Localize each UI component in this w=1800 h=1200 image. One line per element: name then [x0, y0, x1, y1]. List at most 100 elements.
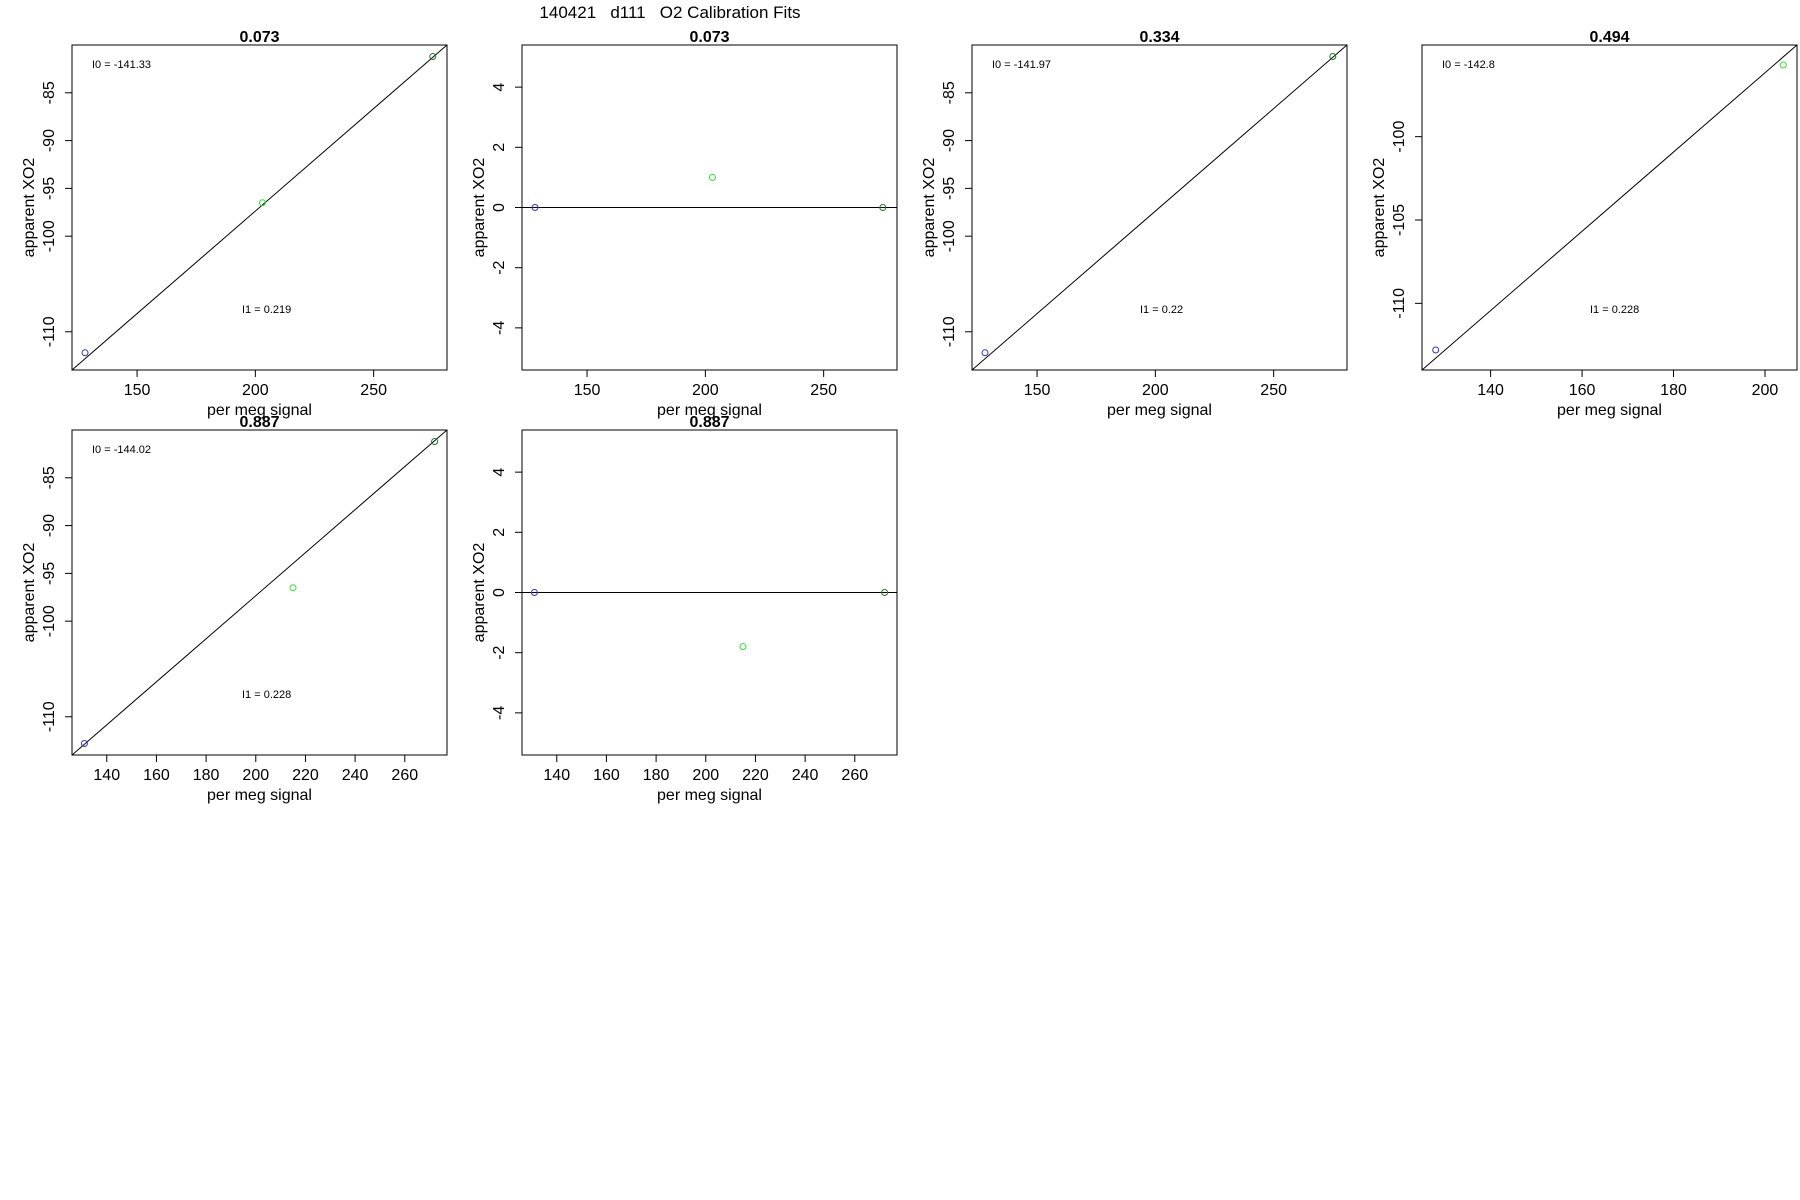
- fit-line: [1422, 45, 1797, 370]
- y-tick-label: 0: [491, 588, 508, 597]
- y-tick-label: 2: [491, 528, 508, 537]
- plot-frame: [971, 44, 1348, 371]
- data-point: [431, 437, 439, 445]
- y-tick-label: -90: [41, 514, 58, 537]
- fit-annotation: I0 = -141.33: [92, 59, 151, 71]
- y-tick-label: -95: [41, 562, 58, 585]
- y-tick-label: -105: [1391, 204, 1408, 236]
- plot-frame: [1421, 44, 1798, 371]
- y-tick-label: -90: [41, 129, 58, 152]
- x-tick-label: 220: [292, 767, 319, 784]
- x-tick-label: 160: [593, 767, 620, 784]
- fit-annotation: I0 = -144.02: [92, 444, 151, 456]
- y-tick-label: 4: [491, 468, 508, 477]
- fit-annotation: I1 = 0.22: [1140, 304, 1183, 316]
- y-tick-label: -85: [41, 81, 58, 104]
- x-tick-label: 200: [692, 382, 719, 399]
- chart-panel-1: 0.073 150 200 250 per meg signal -85 -90 -95 -10…: [21, 29, 448, 419]
- x-tick-label: 240: [342, 767, 369, 784]
- chart-panel-2: 0.073 150 200 250 per meg signal 4 2 0 -2 -4 appar…: [471, 29, 898, 419]
- y-tick-label: -100: [41, 605, 58, 637]
- y-tick-label: -2: [491, 645, 508, 659]
- fit-annotation: I1 = 0.228: [242, 689, 291, 701]
- x-tick-label: 260: [841, 767, 868, 784]
- x-axis-label: per meg signal: [1107, 402, 1212, 419]
- data-point: [881, 589, 889, 596]
- chart-title: 0.887: [689, 414, 729, 431]
- y-axis-label: apparent XO2: [21, 158, 38, 258]
- data-point: [739, 643, 747, 651]
- y-tick-label: -110: [41, 316, 58, 347]
- x-tick-label: 150: [574, 382, 601, 399]
- data-point: [1432, 346, 1440, 354]
- y-axis-label: apparent XO2: [921, 158, 938, 258]
- figure-title: 140421 d111 O2 Calibration Fits: [539, 3, 800, 22]
- x-tick-label: 180: [1660, 382, 1687, 399]
- y-tick-label: -100: [1391, 121, 1408, 153]
- x-tick-label: 200: [692, 767, 719, 784]
- plot-frame: [71, 44, 448, 371]
- x-tick-label: 240: [792, 767, 819, 784]
- x-tick-label: 160: [1569, 382, 1596, 399]
- chart-panel-5: 0.887 140 160 180 200 220 240 260 per meg signal…: [21, 414, 448, 804]
- y-tick-label: -4: [491, 706, 508, 720]
- y-tick-label: -85: [41, 466, 58, 489]
- chart-title: 0.334: [1139, 29, 1179, 46]
- x-tick-label: 150: [124, 382, 151, 399]
- x-tick-label: 250: [360, 382, 387, 399]
- fit-annotation: I0 = -142.8: [1442, 59, 1495, 71]
- data-point: [530, 589, 538, 596]
- data-point: [879, 204, 887, 211]
- y-tick-label: -100: [941, 220, 958, 252]
- y-tick-label: -95: [941, 177, 958, 200]
- fit-line: [972, 45, 1347, 370]
- chart-panel-3: 0.334 150 200 250 per meg signal -85 -90 -95 -10…: [921, 29, 1348, 419]
- fit-annotation: I1 = 0.228: [1590, 304, 1639, 316]
- plot-frame: [71, 429, 448, 756]
- x-tick-label: 220: [742, 767, 769, 784]
- y-tick-label: 2: [491, 143, 508, 152]
- x-tick-label: 140: [543, 767, 570, 784]
- y-tick-label: 4: [491, 83, 508, 92]
- y-tick-label: -4: [491, 321, 508, 335]
- data-point: [708, 173, 716, 181]
- x-tick-label: 140: [93, 767, 120, 784]
- x-tick-label: 150: [1024, 382, 1051, 399]
- y-tick-label: 0: [491, 203, 508, 212]
- data-point: [289, 584, 297, 592]
- fit-annotation: I0 = -141.97: [992, 59, 1051, 71]
- fit-annotation: I1 = 0.219: [242, 304, 291, 316]
- data-point: [531, 204, 539, 211]
- data-point: [429, 52, 437, 60]
- y-axis-label: apparent XO2: [471, 543, 488, 643]
- x-tick-label: 140: [1477, 382, 1504, 399]
- data-point: [981, 349, 989, 357]
- data-point: [1779, 61, 1787, 69]
- data-point: [258, 199, 266, 207]
- y-tick-label: -85: [941, 81, 958, 104]
- x-axis-label: per meg signal: [207, 402, 312, 419]
- fit-line: [72, 45, 447, 370]
- y-tick-label: -110: [41, 701, 58, 732]
- y-tick-label: -100: [41, 220, 58, 252]
- chart-panel-4: 0.494 140 160 180 200 per meg signal -100 -105 -…: [1371, 29, 1798, 419]
- x-tick-label: 200: [242, 767, 269, 784]
- fit-line: [72, 430, 447, 755]
- x-axis-label: per meg signal: [657, 787, 762, 804]
- x-tick-label: 260: [391, 767, 418, 784]
- y-tick-label: -95: [41, 177, 58, 200]
- data-point: [80, 740, 88, 748]
- x-axis-label: per meg signal: [657, 402, 762, 419]
- y-tick-label: -110: [1391, 288, 1408, 319]
- x-axis-label: per meg signal: [1557, 402, 1662, 419]
- y-axis-label: apparent XO2: [471, 158, 488, 258]
- y-tick-label: -2: [491, 260, 508, 274]
- x-tick-label: 180: [643, 767, 670, 784]
- data-point: [1329, 52, 1337, 60]
- x-tick-label: 180: [193, 767, 220, 784]
- y-tick-label: -110: [941, 316, 958, 347]
- x-tick-label: 200: [1752, 382, 1779, 399]
